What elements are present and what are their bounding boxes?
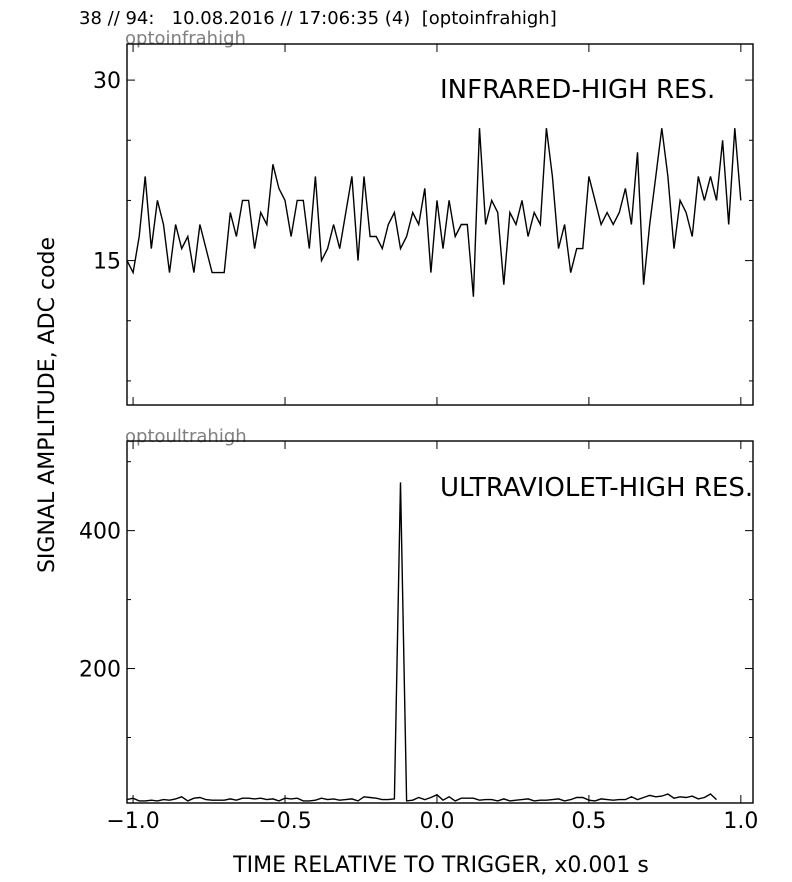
- channel-label-ultraviolet: optoultrahigh: [125, 426, 247, 447]
- title-infrared: INFRARED-HIGH RES.: [440, 75, 715, 105]
- frame-ultraviolet: [126, 440, 754, 804]
- y-axis-label: SIGNAL AMPLITUDE, ADC code: [35, 237, 60, 573]
- x-tick-label: 1.0: [723, 809, 758, 834]
- ticks-ultraviolet: −1.0 −0.5 0.0 0.5 1.0 200 400: [79, 441, 758, 834]
- figure-header: 38 // 94: 10.08.2016 // 17:06:35 (4) [op…: [79, 8, 557, 29]
- x-tick-label: 0.0: [419, 809, 454, 834]
- series-line-ultraviolet: [126, 482, 717, 802]
- y-tick-label: 200: [79, 658, 121, 683]
- x-tick-label: −1.0: [106, 809, 159, 834]
- title-ultraviolet: ULTRAVIOLET-HIGH RES.: [440, 473, 753, 503]
- x-tick-label: −0.5: [258, 809, 311, 834]
- y-tick-label: 400: [79, 520, 121, 545]
- channel-label-infrared: optoinfrahigh: [125, 28, 246, 49]
- panel-ultraviolet: optoultrahigh −1.0 −0.5 0.0 0.5 1.0 200 400 UL…: [79, 426, 758, 834]
- series-line-infrared: [126, 128, 742, 297]
- x-tick-label: 0.5: [571, 809, 606, 834]
- y-tick-label: 30: [93, 69, 121, 94]
- x-axis-label: TIME RELATIVE TO TRIGGER, x0.001 s: [232, 853, 649, 878]
- y-tick-label: 15: [93, 250, 121, 275]
- frame-infrared: [126, 43, 754, 406]
